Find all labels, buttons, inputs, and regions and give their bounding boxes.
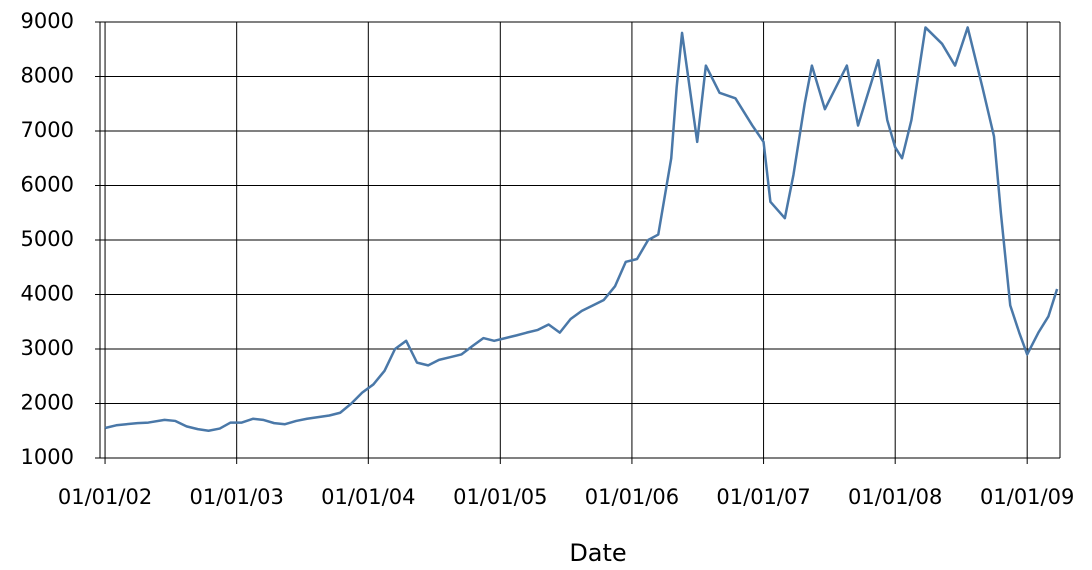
y-tick-label: 9000 (21, 9, 74, 33)
y-tick-label: 1000 (21, 445, 74, 469)
y-tick-label: 7000 (21, 118, 74, 142)
x-tick-label: 01/01/09 (980, 485, 1074, 509)
y-tick-label: 4000 (21, 282, 74, 306)
y-tick-label: 3000 (21, 336, 74, 360)
x-tick-label: 01/01/05 (453, 485, 547, 509)
y-tick-label: 5000 (21, 227, 74, 251)
data-line (104, 26, 1059, 432)
y-tick-label: 6000 (21, 173, 74, 197)
x-tick-label: 01/01/03 (190, 485, 284, 509)
x-tick-label: 01/01/06 (585, 485, 679, 509)
y-tick-label: 2000 (21, 391, 74, 415)
x-tick-label: 01/01/02 (58, 485, 152, 509)
x-tick-label: 01/01/04 (321, 485, 415, 509)
x-axis-title: Date (569, 539, 626, 567)
y-tick-label: 8000 (21, 64, 74, 88)
x-tick-label: 01/01/08 (848, 485, 942, 509)
x-tick-label: 01/01/07 (716, 485, 810, 509)
